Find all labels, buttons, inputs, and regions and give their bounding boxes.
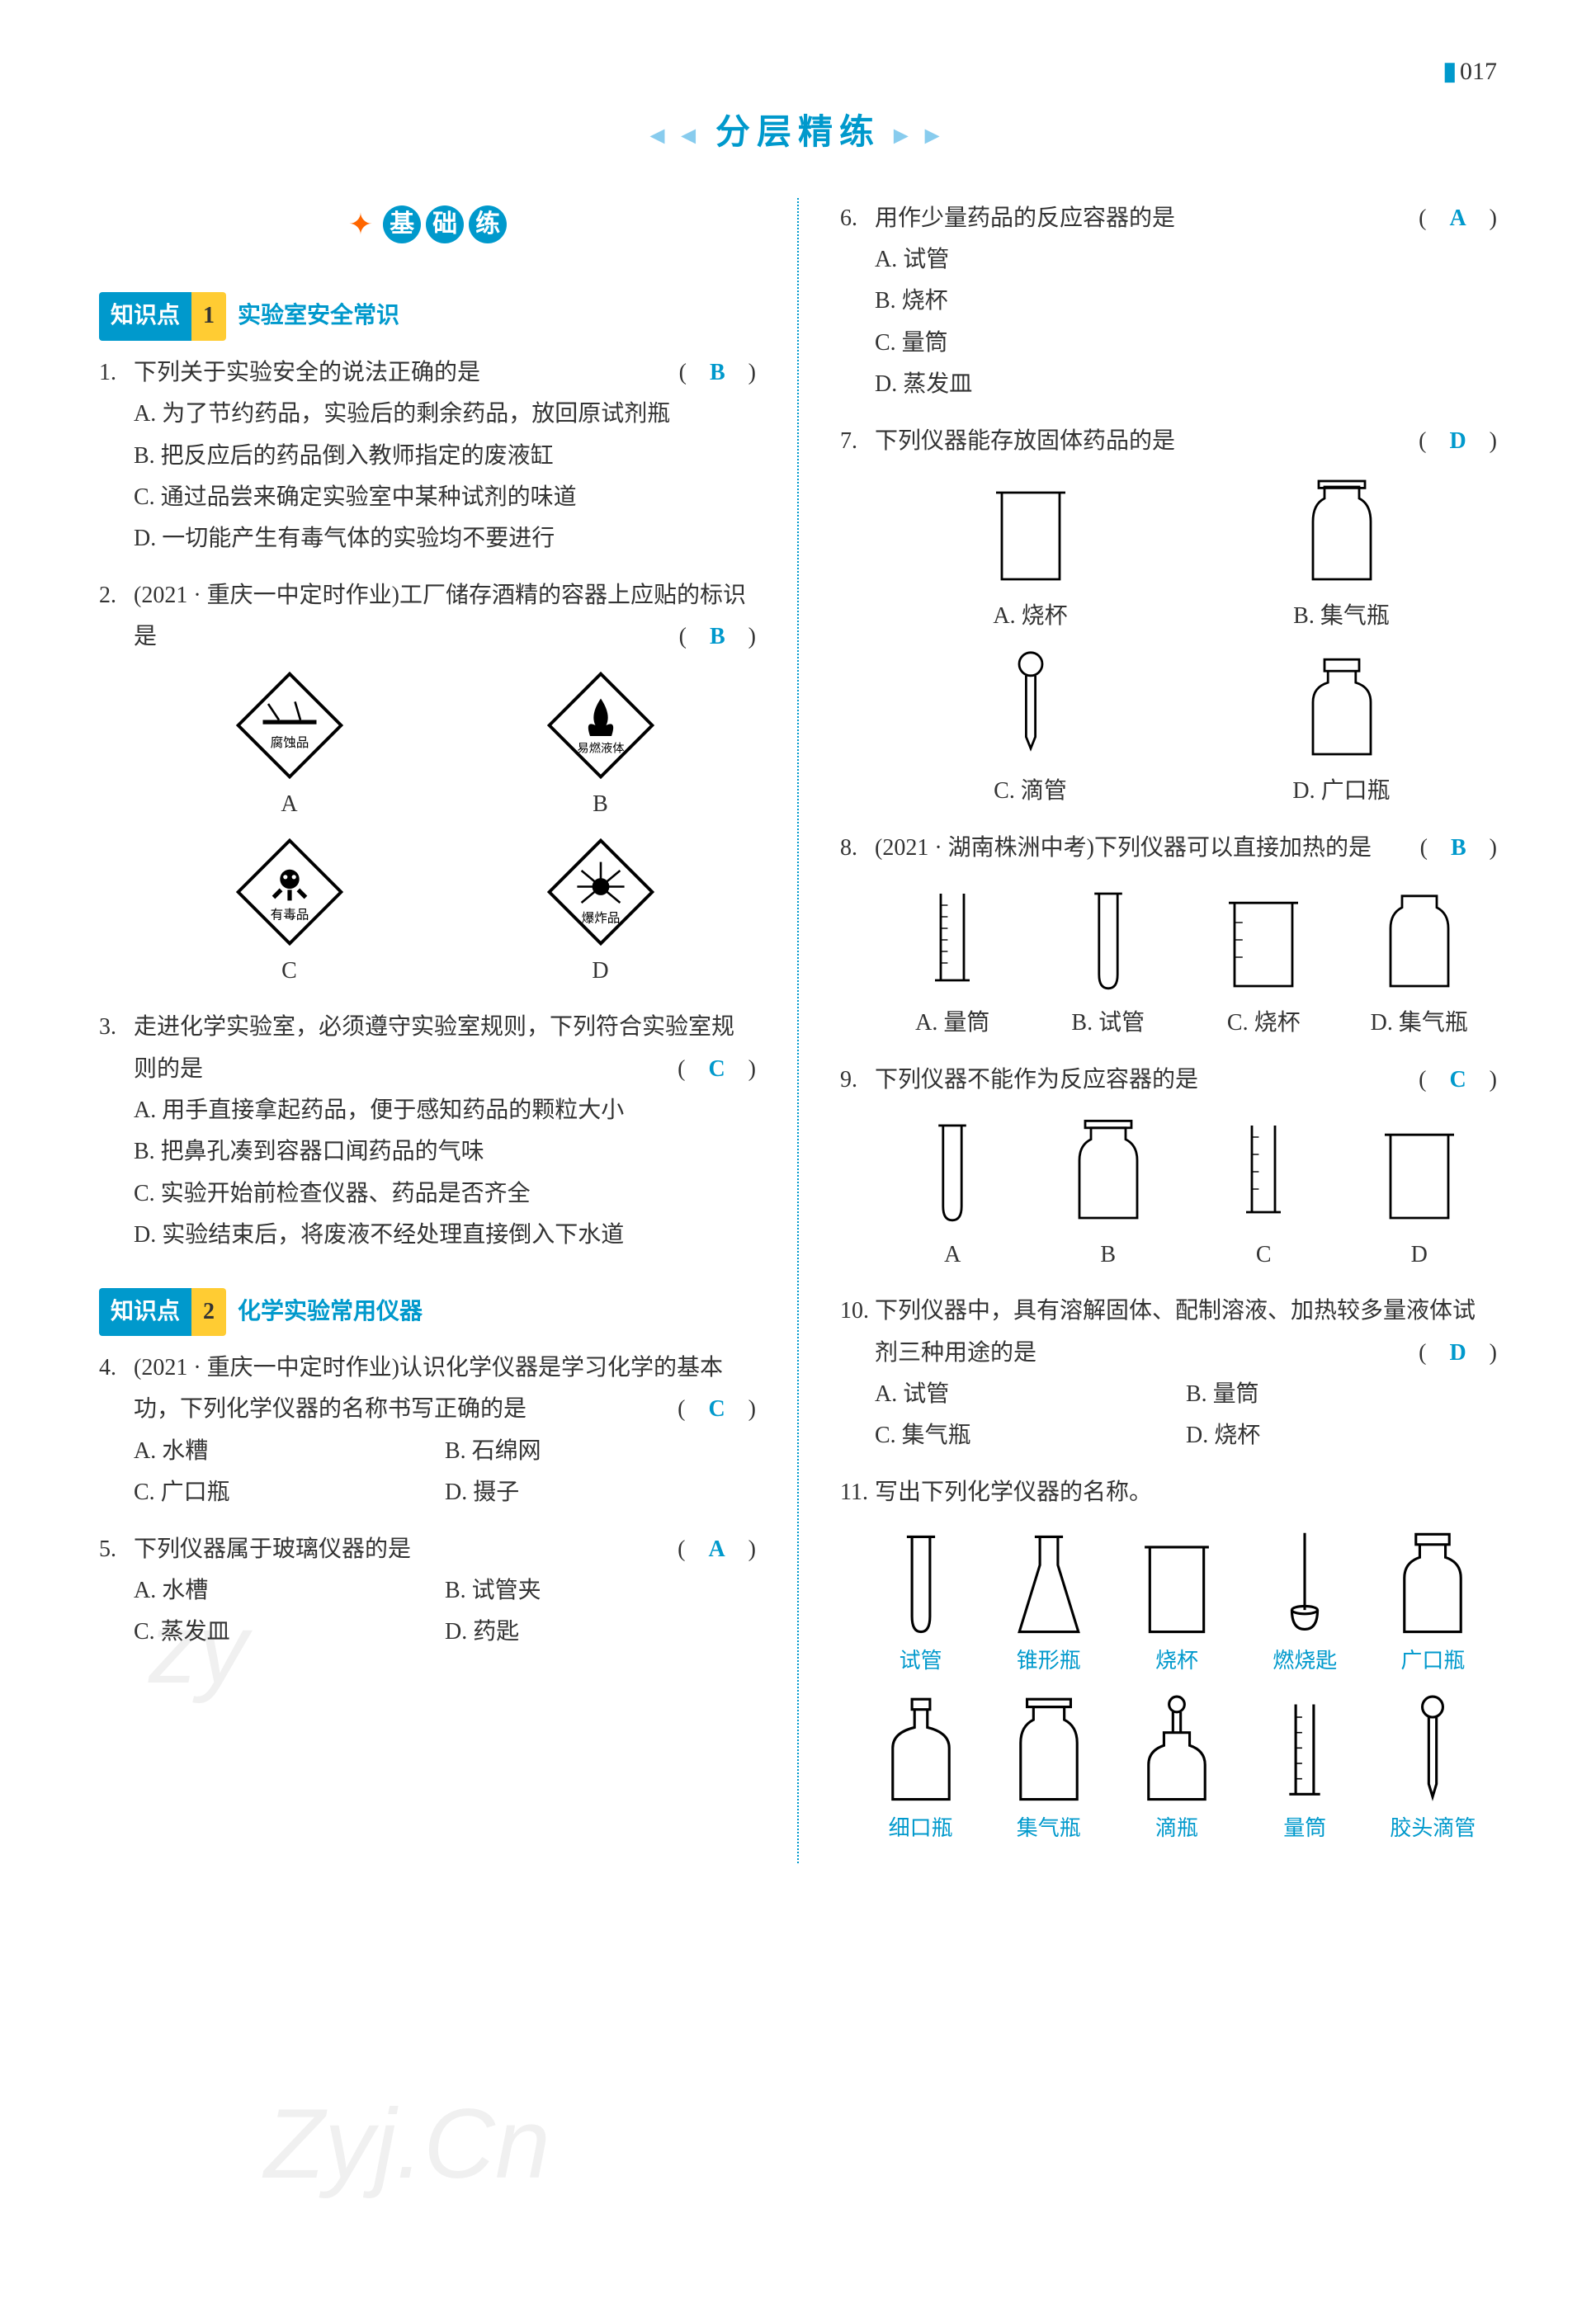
question-3: 3. 走进化学实验室，必须遵守实验室规则，下列符合实验室规则的是 ( C ) A…	[99, 1007, 756, 1256]
app-name: 集气瓶	[985, 1810, 1112, 1848]
question-4: 4. (2021 · 重庆一中定时作业)认识化学仪器是学习化学的基本功，下列化学…	[99, 1348, 756, 1514]
q6-opt-b: B. 烧杯	[875, 281, 1497, 322]
q6-opt-c: C. 量筒	[875, 323, 1497, 364]
wide-mouth-bottle-icon	[1292, 650, 1391, 766]
hazard-corrosive-icon: 腐蚀品	[236, 672, 343, 779]
app-gas-jar-icon	[999, 1694, 1098, 1810]
dropper-icon	[981, 650, 1080, 766]
app-name: 试管	[857, 1642, 985, 1681]
answer-9: C	[1449, 1067, 1466, 1093]
question-10: 10. 下列仪器中，具有溶解固体、配制溶液、加热较多量液体试剂三种用途的是 ( …	[840, 1291, 1497, 1457]
answer-7: D	[1449, 428, 1466, 454]
q5-opt-d: D. 药匙	[445, 1612, 756, 1653]
gas-jar-icon	[1292, 475, 1391, 591]
q1-opt-c: C. 通过品尝来确定实验室中某种试剂的味道	[134, 477, 756, 518]
q6-opt-d: D. 蒸发皿	[875, 364, 1497, 405]
q10-opt-a: A. 试管	[875, 1374, 1186, 1415]
question-11: 11. 写出下列化学仪器的名称。 试管 锥形瓶 烧杯 燃烧匙 广口瓶 细口瓶 集…	[840, 1472, 1497, 1848]
app-name: 锥形瓶	[985, 1642, 1112, 1681]
knowledge-point-2: 知识点 2 化学实验常用仪器	[99, 1288, 423, 1336]
q6-opt-a: A. 试管	[875, 239, 1497, 281]
answer-5: A	[708, 1536, 725, 1562]
q10-opt-d: D. 烧杯	[1186, 1415, 1497, 1456]
app-name: 广口瓶	[1369, 1642, 1497, 1681]
answer-4: C	[708, 1396, 725, 1422]
app-name: 燃烧匙	[1241, 1642, 1369, 1681]
app-name: 烧杯	[1112, 1642, 1240, 1681]
q3-opt-a: A. 用手直接拿起药品，便于感知药品的颗粒大小	[134, 1090, 756, 1131]
section-badge: ✦ 基 础 练	[99, 198, 756, 252]
cylinder-icon-2	[1214, 1114, 1313, 1230]
q4-opt-c: C. 广口瓶	[134, 1472, 445, 1513]
left-column: ✦ 基 础 练 知识点 1 实验室安全常识 1. 下列关于实验安全的说法正确的是…	[99, 198, 756, 1863]
app-combustion-spoon-icon	[1255, 1527, 1354, 1642]
test-tube-icon	[1059, 882, 1158, 998]
watermark-2: Zyj.Cn	[264, 2055, 550, 2233]
question-5: 5. 下列仪器属于玻璃仪器的是 ( A ) A. 水槽 B. 试管夹 C. 蒸发…	[99, 1529, 756, 1654]
question-2: 2. (2021 · 重庆一中定时作业)工厂储存酒精的容器上应贴的标识是 ( B…	[99, 575, 756, 993]
q1-opt-d: D. 一切能产生有毒气体的实验均不要进行	[134, 518, 756, 559]
pill-2: 础	[426, 205, 464, 243]
svg-text:易燃液体: 易燃液体	[577, 740, 624, 755]
q4-opt-a: A. 水糟	[134, 1431, 445, 1472]
pill-3: 练	[469, 205, 507, 243]
q3-opt-b: B. 把鼻孔凑到容器口闻药品的气味	[134, 1131, 756, 1173]
q10-opt-b: B. 量筒	[1186, 1374, 1497, 1415]
app-cylinder-icon	[1255, 1694, 1354, 1810]
hazard-explosive-icon: 爆炸品	[547, 838, 654, 946]
q5-opt-b: B. 试管夹	[445, 1570, 756, 1612]
page-title: ◄◄分层精练►►	[99, 102, 1497, 165]
app-test-tube-icon	[871, 1527, 970, 1642]
svg-text:爆炸品: 爆炸品	[581, 909, 620, 925]
logo-icon: ✦	[348, 198, 373, 252]
beaker-icon-2	[1214, 882, 1313, 998]
gas-jar-icon-3	[1059, 1114, 1158, 1230]
q10-opt-c: C. 集气瓶	[875, 1415, 1186, 1456]
svg-text:有毒品: 有毒品	[270, 907, 309, 922]
question-8: 8. (2021 · 湖南株洲中考)下列仪器可以直接加热的是 ( B ) A. …	[840, 828, 1497, 1045]
app-narrow-bottle-icon	[871, 1694, 970, 1810]
question-6: 6. 用作少量药品的反应容器的是 ( A ) A. 试管 B. 烧杯 C. 量筒…	[840, 198, 1497, 406]
hazard-toxic-icon: 有毒品	[236, 838, 343, 946]
cylinder-icon	[903, 882, 1002, 998]
test-tube-icon-2	[903, 1114, 1002, 1230]
app-wide-bottle-icon	[1383, 1527, 1482, 1642]
pill-1: 基	[383, 205, 421, 243]
app-name: 量筒	[1241, 1810, 1369, 1848]
q1-opt-b: B. 把反应后的药品倒入教师指定的废液缸	[134, 436, 756, 477]
svg-text:腐蚀品: 腐蚀品	[270, 735, 309, 750]
q3-opt-d: D. 实验结束后，将废液不经处理直接倒入下水道	[134, 1215, 756, 1256]
app-name: 胶头滴管	[1369, 1810, 1497, 1848]
q1-opt-a: A. 为了节约药品，实验后的剩余药品，放回原试剂瓶	[134, 394, 756, 435]
app-name: 滴瓶	[1112, 1810, 1240, 1848]
answer-6: A	[1449, 205, 1466, 231]
app-name: 细口瓶	[857, 1810, 985, 1848]
app-beaker-icon	[1127, 1527, 1226, 1642]
q4-opt-b: B. 石绵网	[445, 1431, 756, 1472]
app-dropper-icon	[1383, 1694, 1482, 1810]
app-erlenmeyer-icon	[999, 1527, 1098, 1642]
column-divider	[797, 198, 799, 1863]
right-column: 6. 用作少量药品的反应容器的是 ( A ) A. 试管 B. 烧杯 C. 量筒…	[840, 198, 1497, 1863]
question-9: 9. 下列仪器不能作为反应容器的是 ( C ) A B C	[840, 1060, 1497, 1277]
app-dropper-bottle-icon	[1127, 1694, 1226, 1810]
beaker-icon	[981, 475, 1080, 591]
answer-1: B	[710, 360, 725, 385]
q3-opt-c: C. 实验开始前检查仪器、药品是否齐全	[134, 1173, 756, 1215]
answer-3: C	[708, 1056, 725, 1082]
question-7: 7. 下列仪器能存放固体药品的是 ( D ) A. 烧杯 B. 集气瓶 C	[840, 421, 1497, 813]
question-1: 1. 下列关于实验安全的说法正确的是 ( B ) A. 为了节约药品，实验后的剩…	[99, 352, 756, 560]
q5-opt-c: C. 蒸发皿	[134, 1612, 445, 1653]
answer-2: B	[710, 624, 725, 649]
gas-jar-icon-2	[1370, 882, 1469, 998]
beaker-icon-3	[1370, 1114, 1469, 1230]
answer-10: D	[1449, 1340, 1466, 1366]
answer-8: B	[1451, 835, 1466, 861]
q5-opt-a: A. 水槽	[134, 1570, 445, 1612]
q4-opt-d: D. 摄子	[445, 1472, 756, 1513]
page-number: ▮017	[99, 50, 1497, 94]
hazard-flammable-icon: 易燃液体	[547, 672, 654, 779]
knowledge-point-1: 知识点 1 实验室安全常识	[99, 292, 399, 340]
